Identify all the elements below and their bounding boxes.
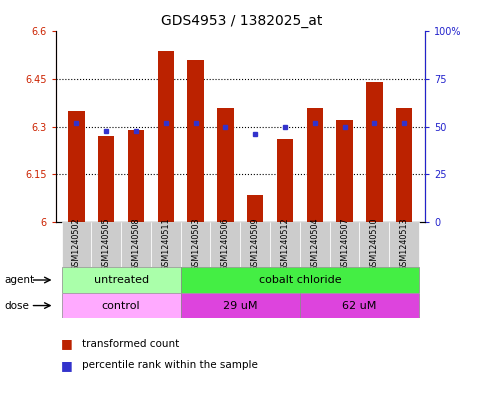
Text: GSM1240504: GSM1240504 (310, 218, 319, 272)
Text: GSM1240509: GSM1240509 (251, 218, 260, 272)
Bar (241, 222, 270, 267)
Bar (181, 222, 211, 267)
Bar (247, 195, 263, 222)
Bar (187, 60, 204, 222)
Bar (300, 222, 330, 267)
Bar (68, 111, 85, 222)
Bar (121, 222, 151, 267)
Bar (330, 222, 359, 267)
Text: percentile rank within the sample: percentile rank within the sample (82, 360, 258, 371)
Text: GSM1240511: GSM1240511 (161, 218, 170, 272)
Text: untreated: untreated (94, 275, 149, 285)
Text: GSM1240503: GSM1240503 (191, 218, 200, 272)
Bar (211, 222, 241, 267)
Bar (61, 267, 181, 293)
Bar (307, 108, 323, 222)
Bar (181, 293, 300, 318)
Bar (61, 293, 181, 318)
Bar (98, 136, 114, 222)
Text: 29 uM: 29 uM (223, 301, 257, 310)
Text: GSM1240505: GSM1240505 (102, 218, 111, 272)
Text: GSM1240502: GSM1240502 (72, 218, 81, 272)
Bar (128, 130, 144, 222)
Text: transformed count: transformed count (82, 339, 179, 349)
Text: agent: agent (5, 275, 35, 285)
Text: GSM1240507: GSM1240507 (340, 218, 349, 272)
Text: control: control (102, 301, 141, 310)
Bar (300, 293, 419, 318)
Bar (366, 82, 383, 222)
Text: GDS4953 / 1382025_at: GDS4953 / 1382025_at (161, 14, 322, 28)
Bar (217, 108, 234, 222)
Text: 62 uM: 62 uM (342, 301, 377, 310)
Bar (336, 120, 353, 222)
Bar (396, 108, 412, 222)
Bar (157, 50, 174, 222)
Text: GSM1240513: GSM1240513 (399, 218, 409, 272)
Text: ■: ■ (60, 337, 72, 351)
Text: cobalt chloride: cobalt chloride (258, 275, 341, 285)
Text: GSM1240506: GSM1240506 (221, 218, 230, 272)
Bar (359, 222, 389, 267)
Bar (277, 140, 293, 222)
Bar (91, 222, 121, 267)
Text: GSM1240510: GSM1240510 (370, 218, 379, 272)
Text: GSM1240508: GSM1240508 (131, 218, 141, 272)
Bar (270, 222, 300, 267)
Bar (151, 222, 181, 267)
Bar (389, 222, 419, 267)
Text: GSM1240512: GSM1240512 (281, 218, 289, 272)
Bar (61, 222, 91, 267)
Text: dose: dose (5, 301, 30, 310)
Text: ■: ■ (60, 359, 72, 372)
Bar (181, 267, 419, 293)
